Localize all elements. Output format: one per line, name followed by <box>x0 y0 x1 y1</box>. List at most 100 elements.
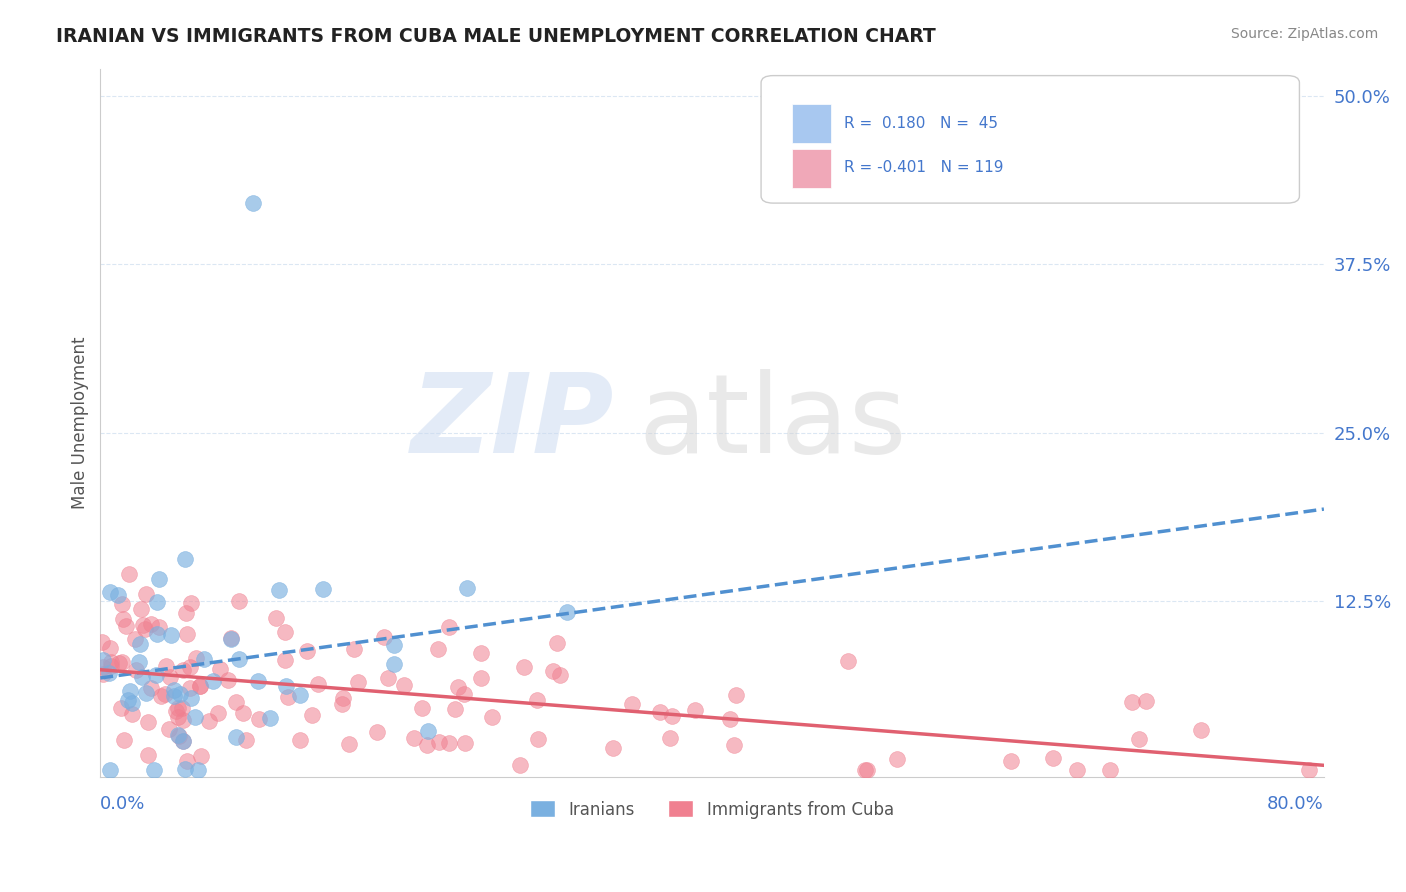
Point <box>136 747 159 762</box>
Point <box>129 602 152 616</box>
Point <box>288 689 311 703</box>
Point <box>394 678 416 692</box>
Point <box>176 627 198 641</box>
Point <box>153 687 176 701</box>
Point <box>1135 694 1157 708</box>
Point <box>443 702 465 716</box>
Point <box>373 630 395 644</box>
Point <box>550 668 572 682</box>
Point <box>1189 723 1212 737</box>
Point <box>91 660 114 674</box>
Point <box>180 691 202 706</box>
Point <box>135 686 157 700</box>
Text: R =  0.180   N =  45: R = 0.180 N = 45 <box>844 116 998 130</box>
FancyBboxPatch shape <box>761 76 1299 203</box>
Y-axis label: Male Unemployment: Male Unemployment <box>72 336 89 509</box>
Point <box>513 660 536 674</box>
Point <box>247 712 270 726</box>
Point <box>167 730 190 744</box>
Point <box>416 724 439 739</box>
Point <box>377 671 399 685</box>
Point <box>172 713 194 727</box>
Point <box>886 752 908 766</box>
Point <box>1098 763 1121 777</box>
Point <box>190 748 212 763</box>
Bar <box>792 149 831 187</box>
Point <box>97 666 120 681</box>
Bar <box>792 104 831 143</box>
Point <box>541 664 564 678</box>
Point <box>172 663 194 677</box>
Point <box>117 692 139 706</box>
Point <box>197 714 219 728</box>
Point <box>184 710 207 724</box>
Point <box>1298 763 1320 777</box>
Point <box>135 587 157 601</box>
Point <box>546 636 568 650</box>
Point <box>235 732 257 747</box>
Point <box>295 644 318 658</box>
Point <box>481 710 503 724</box>
Point <box>259 710 281 724</box>
Point <box>337 737 360 751</box>
Point <box>301 707 323 722</box>
Point <box>454 736 477 750</box>
Point <box>277 690 299 704</box>
Point <box>107 588 129 602</box>
Point <box>169 687 191 701</box>
Point <box>225 730 247 744</box>
Point <box>366 724 388 739</box>
Text: atlas: atlas <box>638 369 907 476</box>
Point <box>180 596 202 610</box>
Point <box>146 594 169 608</box>
Point <box>98 584 121 599</box>
Point <box>724 688 747 702</box>
Point <box>209 662 232 676</box>
Point <box>115 618 138 632</box>
Point <box>274 624 297 639</box>
Point <box>131 617 153 632</box>
Point <box>148 620 170 634</box>
Point <box>121 706 143 721</box>
Point <box>128 637 150 651</box>
Point <box>718 712 741 726</box>
Point <box>416 738 439 752</box>
Text: 0.0%: 0.0% <box>100 795 146 813</box>
Point <box>1066 763 1088 777</box>
Point <box>179 660 201 674</box>
Point <box>165 705 187 719</box>
Point <box>685 702 707 716</box>
Point <box>131 670 153 684</box>
Point <box>121 696 143 710</box>
Text: R = -0.401   N = 119: R = -0.401 N = 119 <box>844 161 1004 175</box>
Point <box>290 732 312 747</box>
Point <box>142 763 165 777</box>
Point <box>228 594 250 608</box>
Point <box>146 626 169 640</box>
Point <box>187 763 209 777</box>
Point <box>174 762 197 776</box>
Point <box>228 652 250 666</box>
Point <box>179 681 201 695</box>
Point <box>1000 754 1022 768</box>
Legend: Iranians, Immigrants from Cuba: Iranians, Immigrants from Cuba <box>523 794 901 825</box>
Text: IRANIAN VS IMMIGRANTS FROM CUBA MALE UNEMPLOYMENT CORRELATION CHART: IRANIAN VS IMMIGRANTS FROM CUBA MALE UNE… <box>56 27 936 45</box>
Point <box>170 701 193 715</box>
Point <box>332 697 354 711</box>
Point <box>159 670 181 684</box>
Point <box>172 733 194 747</box>
Point <box>382 657 405 671</box>
Point <box>470 646 492 660</box>
Point <box>470 672 492 686</box>
Point <box>98 763 121 777</box>
Point <box>188 680 211 694</box>
Point <box>167 701 190 715</box>
Point <box>343 641 366 656</box>
Point <box>274 679 297 693</box>
Point <box>201 673 224 688</box>
Point <box>232 706 254 721</box>
Point <box>139 681 162 695</box>
Point <box>837 655 859 669</box>
Point <box>602 741 624 756</box>
Point <box>193 652 215 666</box>
